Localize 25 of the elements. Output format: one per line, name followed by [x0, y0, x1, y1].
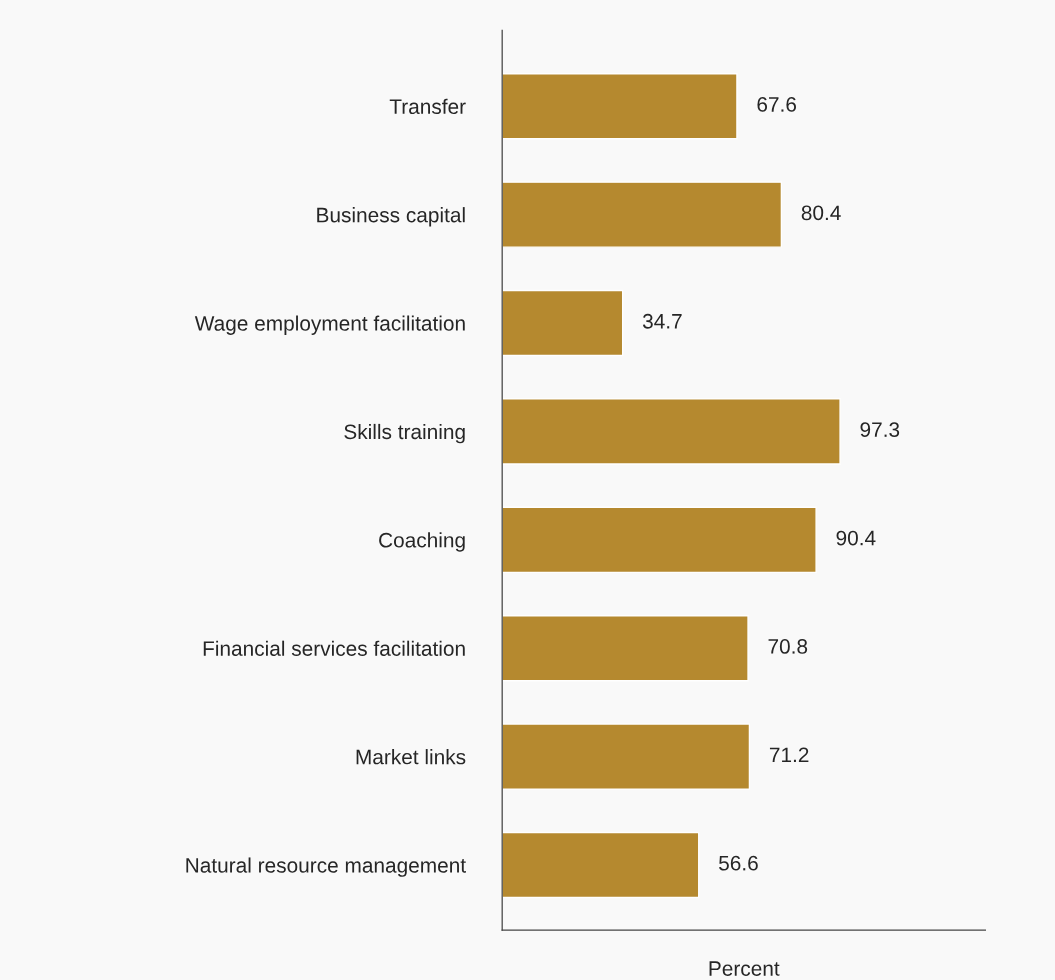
data-label: 70.8: [768, 639, 808, 654]
y-tick-label: Transfer: [389, 98, 466, 115]
y-tick-label: Natural resource management: [186, 857, 466, 877]
bar: [502, 723, 751, 790]
y-tick-label: Business capital: [317, 207, 465, 227]
data-label: 71.2: [769, 747, 809, 762]
bar: [502, 73, 738, 140]
bar: [502, 831, 700, 899]
data-label: 80.4: [801, 205, 841, 221]
x-axis-title: Percent: [709, 961, 780, 976]
bar: [502, 506, 817, 574]
y-tick-label: Skills training: [344, 423, 465, 444]
data-label: 97.3: [860, 422, 900, 438]
bar: [502, 289, 624, 357]
bar: [502, 614, 749, 682]
y-tick-label: Coaching: [379, 532, 465, 552]
y-tick-label: Financial services facilitation: [203, 640, 465, 656]
bar: [502, 181, 783, 248]
data-label: 67.6: [757, 97, 797, 112]
data-label: 90.4: [836, 530, 876, 546]
data-label: 56.6: [719, 855, 758, 871]
bar: [502, 398, 841, 465]
data-label: 34.7: [642, 313, 682, 329]
y-tick-label: Market links: [356, 749, 466, 765]
y-tick-label: Wage employment facilitation: [194, 315, 465, 335]
